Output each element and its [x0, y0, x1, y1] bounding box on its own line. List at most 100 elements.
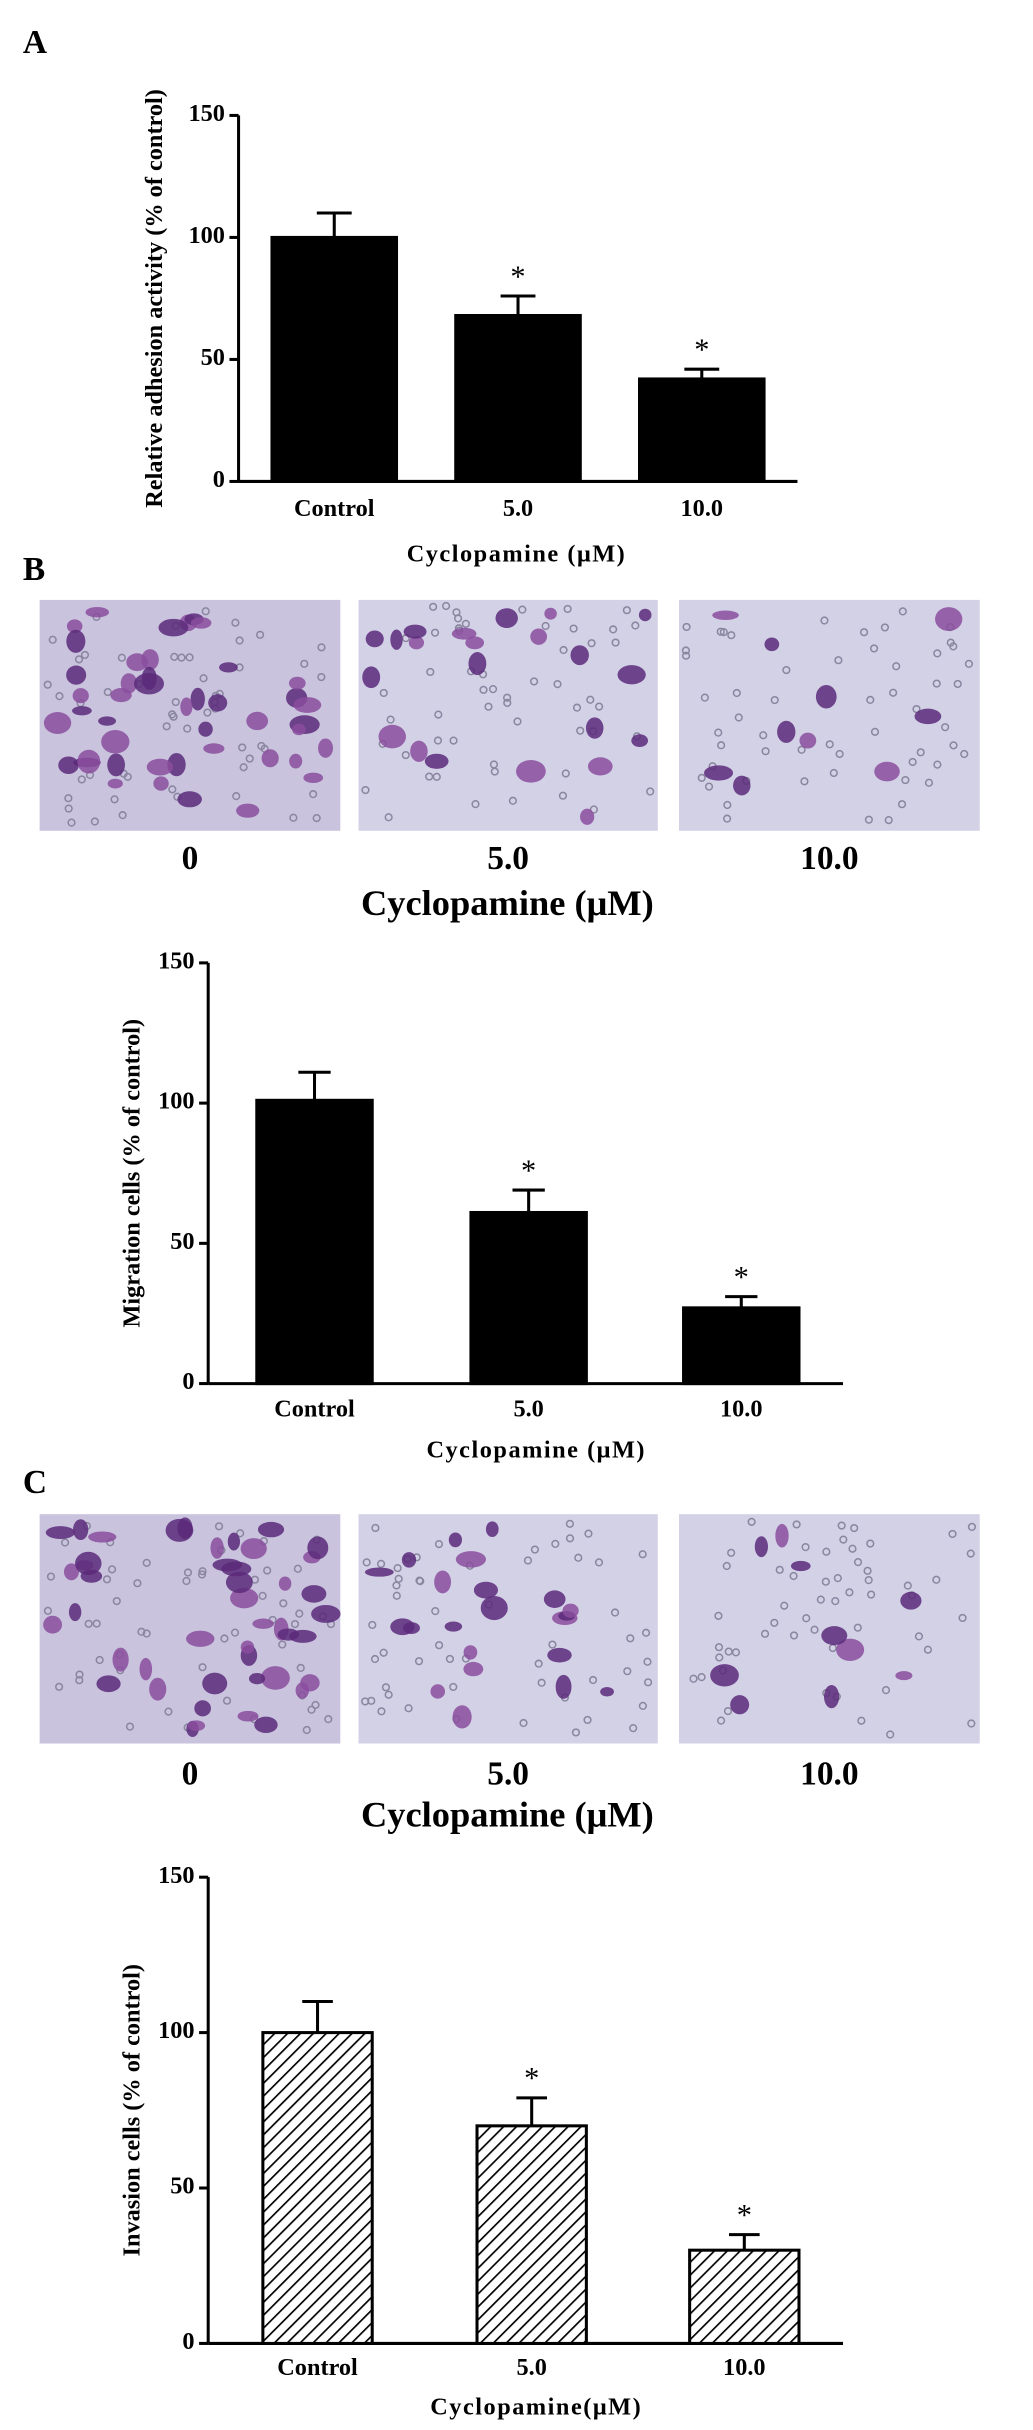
cell-stained [821, 1626, 848, 1646]
cell-stained [68, 1603, 82, 1622]
cell-small [864, 815, 873, 824]
cell-stained [236, 803, 260, 818]
cell-small [381, 1683, 391, 1692]
cell-stained [401, 1552, 417, 1568]
cell-small [801, 1543, 810, 1552]
cell-small [401, 750, 410, 760]
cell-small [629, 1724, 638, 1733]
cell-small [230, 1628, 240, 1637]
panel-label: B [23, 551, 45, 588]
cell-stained [480, 1595, 508, 1621]
cell-stained [777, 720, 796, 743]
cell-stained [874, 761, 900, 782]
cell-stained [448, 1532, 463, 1548]
cell-stained [126, 653, 148, 672]
cell-small [183, 724, 192, 733]
cell-small [869, 644, 879, 653]
cell-small [48, 635, 57, 644]
y-tick-label: 150 [188, 100, 224, 127]
cell-stained [463, 1645, 478, 1660]
y-axis-label: Relative adhesion activity (% of control… [141, 89, 168, 508]
cell-small [960, 749, 969, 759]
cell-small [84, 1619, 93, 1628]
cell-small [734, 713, 743, 722]
cell-small [479, 685, 488, 694]
cell-stained [362, 666, 381, 689]
cell-stained [547, 1647, 572, 1663]
cell-small [792, 1520, 801, 1529]
cell-small [689, 1674, 698, 1683]
cell-small [870, 727, 880, 736]
cell-small [588, 1675, 598, 1685]
x-tick-label: 5.0 [517, 2354, 547, 2381]
cell-stained [98, 716, 117, 726]
cell-small [384, 813, 393, 822]
cell-stained [107, 753, 125, 777]
cell-small [816, 1595, 825, 1604]
cell-stained [390, 629, 403, 650]
cell-small [901, 775, 910, 785]
cell-small [903, 1581, 912, 1590]
cell-small [199, 674, 208, 683]
cell-stained [600, 1687, 614, 1697]
cell-small [810, 1625, 819, 1634]
cell-small [177, 653, 186, 662]
cell-small [908, 757, 917, 767]
cell-stained [836, 1638, 865, 1661]
cell-small [90, 817, 99, 826]
cell-small [293, 1564, 302, 1573]
cell-stained [66, 619, 83, 634]
cell-small [239, 763, 248, 772]
cell-stained [485, 1521, 499, 1538]
cell-small [312, 813, 321, 823]
cell-small [644, 1678, 653, 1687]
cell-small [362, 1558, 371, 1567]
cell-stained [289, 753, 303, 769]
cell-small [626, 1634, 635, 1643]
cell-stained [895, 1671, 913, 1681]
cell-stained [254, 1716, 278, 1734]
cell-small [503, 698, 512, 707]
micrograph [358, 599, 658, 831]
cell-stained [311, 1604, 341, 1623]
cell-small [719, 627, 728, 637]
cell-small [471, 800, 480, 809]
cell-small [821, 1577, 830, 1586]
cell-small [563, 604, 572, 614]
cell-stained [463, 1661, 484, 1677]
cell-stained [764, 637, 780, 652]
cell-small [848, 1544, 857, 1553]
cell-small [958, 1613, 967, 1623]
cell-small [589, 805, 598, 814]
cell-stained [617, 665, 646, 685]
bar [255, 1098, 374, 1386]
cell-small [198, 1567, 207, 1576]
cell-stained [88, 1531, 117, 1543]
cell-small [760, 1629, 770, 1638]
y-axis-label: Migration cells (% of control) [118, 1019, 145, 1328]
y-tick-label: 50 [170, 1228, 194, 1255]
cell-small [780, 1601, 789, 1610]
cell-stained [227, 1532, 240, 1551]
y-axis-label: Invasion cells (% of control) [118, 1964, 145, 2256]
cell-small [67, 818, 76, 827]
cell-small [133, 1579, 142, 1588]
cell-small [681, 651, 691, 660]
cell-small [289, 813, 298, 822]
cell-stained [730, 1695, 750, 1715]
cell-stained [292, 723, 306, 736]
cell-small [107, 1565, 117, 1574]
cell-small [278, 1640, 287, 1649]
cell-small [393, 1564, 402, 1573]
cell-small [430, 628, 440, 637]
cell-small [932, 679, 941, 688]
bar [638, 377, 766, 483]
cell-stained [935, 607, 963, 631]
cell-stained [225, 1571, 253, 1594]
cell-small [853, 1558, 863, 1567]
cell-small [833, 1574, 842, 1583]
cell-small [717, 741, 726, 750]
bar [469, 1210, 588, 1386]
cell-stained [403, 624, 427, 639]
cell-stained [733, 775, 751, 796]
